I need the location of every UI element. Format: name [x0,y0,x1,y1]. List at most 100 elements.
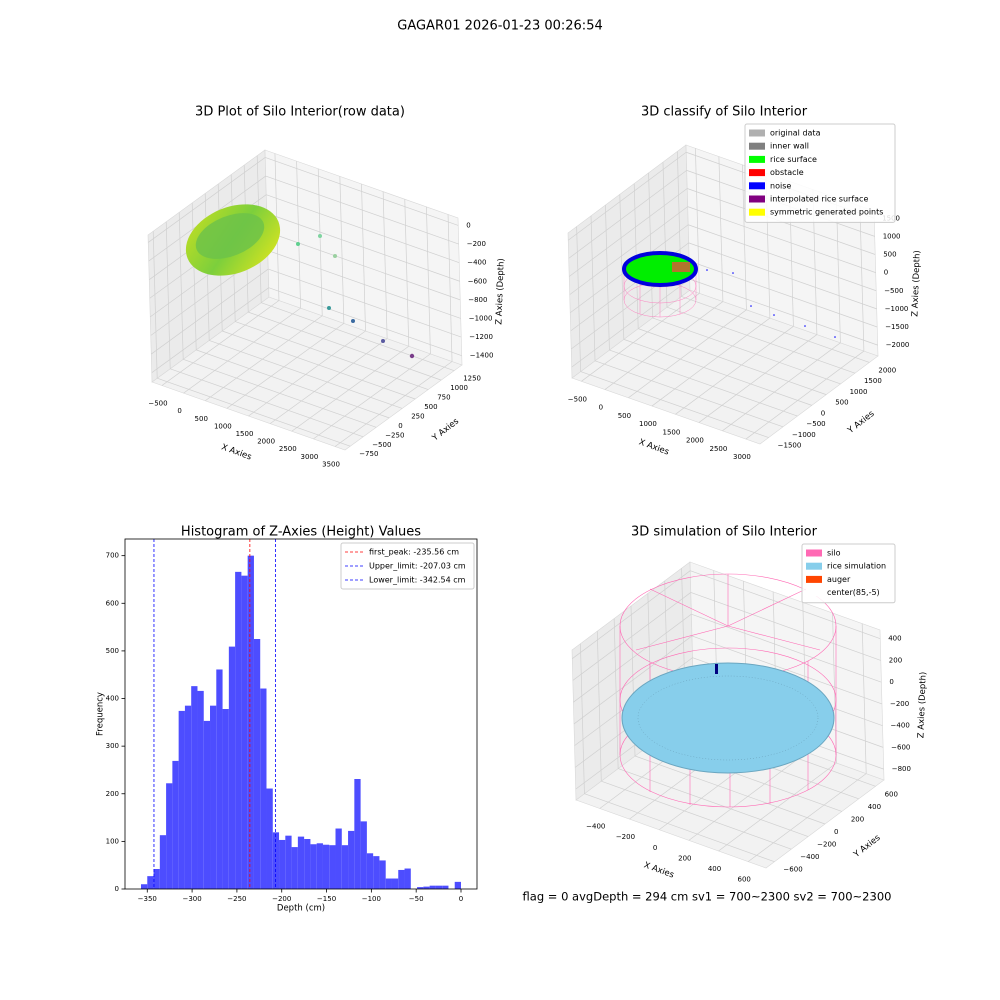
grid-line [571,278,690,368]
grid-line [590,215,596,361]
grid-line [569,206,688,295]
bar [172,760,179,889]
legend-label: interpolated rice surface [770,195,868,204]
grid-line [698,334,818,423]
y-tick-label: 200 [106,790,119,798]
bar [253,639,261,889]
grid-line [265,175,459,245]
legend-label: noise [770,181,791,190]
grid-line [690,592,881,661]
x-tick-label: 500 [618,412,631,420]
grid-line [222,330,416,400]
z-tick-label: −1400 [470,352,494,360]
grid-line [666,306,856,374]
grid-line [605,205,610,351]
z-axis-label: Z Axies (Depth) [910,250,922,317]
x-tick-label: −400 [586,823,605,831]
legend-swatch [749,182,765,190]
grid-line [313,353,431,440]
z-tick-label: −200 [467,240,486,248]
legend-label: silo [827,549,841,558]
y-tick-label: 0 [821,409,825,417]
z-tick-label: −1000 [885,305,909,313]
bar [398,869,405,889]
bar [235,571,242,889]
grid-line [268,268,462,338]
grid-line [361,183,366,332]
legend-label: Lower_limit: -342.54 cm [369,576,466,585]
bar [272,832,280,889]
z-tick-label: −800 [468,296,487,304]
grid-line [568,188,688,277]
grid-line [695,148,700,294]
y-tick-label: 700 [106,552,119,560]
legend-swatch [806,549,822,557]
legend-box [744,123,896,223]
y-tick-label: 750 [437,394,450,402]
x-tick-label: 1500 [236,430,254,438]
grid-line [581,293,700,382]
z-tick-label: −1000 [469,314,493,322]
grid-line [404,199,410,347]
y-tick-label: 600 [885,790,898,798]
y-tick-label: 400 [868,803,881,811]
y-tick-label: 200 [851,815,864,823]
noise-point [750,305,752,307]
y-tick-label: 0 [398,422,402,430]
grid-line [580,643,585,794]
grid-line [722,342,841,432]
x-tick-label: 3000 [300,453,318,461]
grid-line [267,250,461,319]
bar [266,788,273,889]
z-tick-label: 0 [466,221,470,229]
bar [228,646,236,889]
z-tick-label: 200 [889,656,902,664]
x-tick-label: −250 [227,895,246,903]
bar [304,839,311,889]
y-tick-label: 250 [411,412,424,420]
y-tick-label: 500 [835,399,848,407]
x-axis-label: Depth (cm) [277,904,325,914]
grid-line [196,349,390,419]
bar [141,884,148,889]
grid-line [742,164,747,310]
grid-line [226,323,345,409]
bar [322,844,330,889]
x-tick-label: 0 [599,404,603,412]
legend-swatch [806,575,822,583]
legend-swatch [749,129,765,137]
noise-point [804,325,806,327]
z-tick-label: −400 [467,259,486,267]
x-tick-label: 3500 [322,460,340,468]
legend-label: inner wall [770,142,809,151]
grid-line [248,330,366,417]
legend-swatch [749,169,765,177]
legend-label: Upper_limit: -207.03 cm [369,562,466,571]
legend-swatch [749,195,765,203]
x-tick-label: −100 [362,895,381,903]
y-tick-label: 0 [834,828,838,836]
legend-label: rice surface [770,155,817,164]
grid-line [613,618,619,769]
y-tick-label: −400 [800,853,819,861]
grid-line [147,157,266,243]
grid-line [266,194,460,263]
bar [197,690,204,889]
raw-point [351,319,355,323]
z-tick-label: −600 [468,277,487,285]
grid-line [594,360,784,428]
legend-box [340,542,475,590]
y-tick-label: 400 [106,695,119,703]
y-tick-label: 100 [106,837,119,845]
grid-line [688,242,877,310]
z-tick-label: 0 [884,269,888,277]
grid-line [248,311,442,381]
grid-line [334,361,453,447]
bar [247,555,254,889]
grid-line [652,317,841,385]
legend-swatch [806,562,822,570]
noise-point [732,272,734,274]
y-tick-label: 1000 [850,388,868,396]
x-tick-label: −200 [616,833,635,841]
grid-line [689,278,878,346]
